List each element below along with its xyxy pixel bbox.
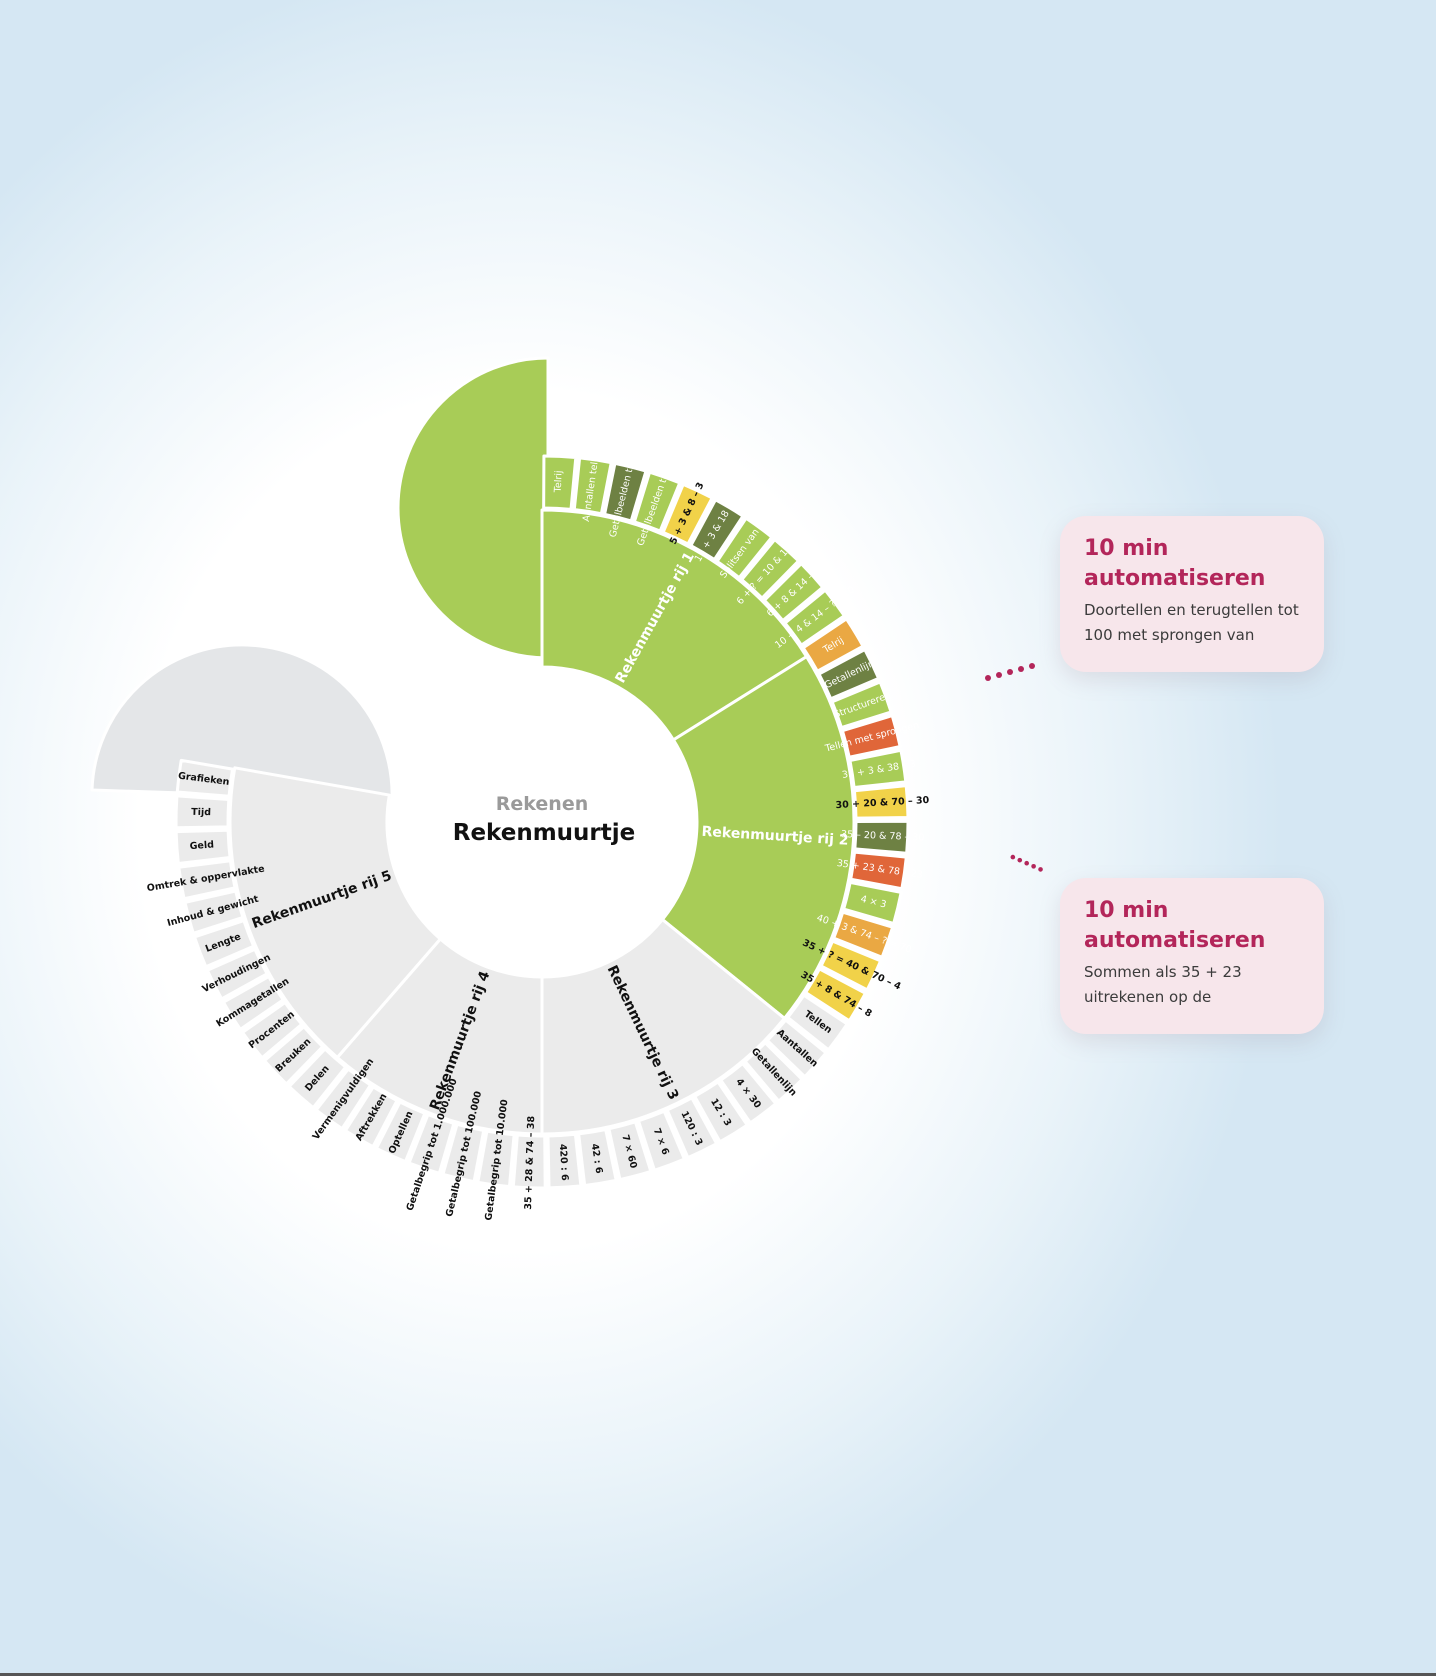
outer-segment-5-3-8-3[interactable] (661, 482, 714, 546)
outer-segment-getallenlijn[interactable] (817, 648, 881, 701)
outer-segment-35-28-74-38[interactable] (511, 1133, 547, 1190)
outer-ring (174, 454, 910, 1190)
connector-dots-1 (985, 663, 1035, 681)
outer-segment-label: 42 : 6 (589, 1143, 605, 1175)
outer-segment-label: 420 : 6 (557, 1144, 570, 1182)
inner-segment-rekenmuurtje-rij-4[interactable] (335, 937, 544, 1136)
outer-segment-getalbegrip-tot-1-000-000[interactable] (407, 1113, 456, 1175)
callout-automatiseren-1[interactable]: 10 min automatiseren Doortellen en terug… (1060, 516, 1324, 672)
outer-segment-structureren[interactable] (830, 680, 893, 730)
outer-segment-tellen[interactable] (786, 993, 849, 1052)
callout-title: 10 min automatiseren (1084, 536, 1266, 591)
outer-segment-aantallen-tellen[interactable] (572, 456, 613, 516)
outer-segment-6-10-10-4[interactable] (740, 538, 801, 600)
outer-segment-telrij[interactable] (542, 454, 578, 511)
outer-segment-label: 35 – 20 & 78 – 30 (841, 829, 925, 843)
outer-segment-delen[interactable] (287, 1047, 348, 1110)
callout-title: 10 min automatiseren (1084, 898, 1266, 953)
outer-segment-breuken[interactable] (263, 1025, 325, 1086)
outer-segment-12-3[interactable] (693, 1080, 749, 1144)
center-title: Rekenmuurtje (453, 820, 636, 846)
outer-segment-aantallen[interactable] (765, 1018, 828, 1079)
inner-segment-rekenmuurtje-rij-2[interactable] (660, 655, 856, 1020)
outer-segment-35-8-74-8[interactable] (804, 967, 867, 1023)
outer-segment-kommagetallen[interactable] (221, 975, 285, 1031)
bottom-border (0, 1673, 1436, 1676)
outer-segment-tellen-met-sprongen[interactable] (840, 714, 902, 759)
left-semicircle-segment[interactable] (90, 643, 394, 802)
outer-segment-40-3-74-70[interactable] (832, 910, 895, 959)
outer-segment-35-20-78-30[interactable] (853, 819, 910, 855)
outer-segment-procenten[interactable] (241, 1001, 304, 1060)
outer-segment-15-3-18-3[interactable] (689, 498, 745, 562)
outer-segment-35-40-70-4[interactable] (819, 939, 883, 992)
outer-segment-vermenigvuldigen[interactable] (314, 1067, 373, 1131)
outer-segment-lengte[interactable] (193, 919, 256, 969)
outer-segment-10-4-14-10[interactable] (783, 588, 846, 647)
outer-segment-6-8-14-8[interactable] (762, 562, 825, 623)
outer-segment-7-60[interactable] (607, 1120, 653, 1182)
outer-segment-label: 35 + 28 & 74 – 38 (523, 1115, 537, 1209)
outer-segment-120-3[interactable] (665, 1096, 719, 1160)
callout-text: Doortellen en terugtellen tot 100 met sp… (1084, 601, 1299, 644)
outer-segment-4-30[interactable] (719, 1062, 778, 1125)
connector-dots-2 (1010, 854, 1043, 872)
top-level-segments (90, 356, 550, 802)
center-subtitle: Rekenen (496, 793, 588, 815)
outer-segment-aftrekken[interactable] (343, 1085, 399, 1149)
inner-segment-rekenmuurtje-rij-3[interactable] (540, 918, 786, 1136)
inner-ring (228, 508, 856, 1136)
outer-segment-4-3[interactable] (842, 880, 903, 925)
outer-segment-getalbegrip-tot-10-000[interactable] (476, 1129, 516, 1189)
outer-segment-30-20-70-30[interactable] (852, 784, 910, 820)
outer-segment-getallenlijn[interactable] (743, 1041, 804, 1103)
outer-segment-optellen[interactable] (374, 1100, 427, 1164)
outer-segment-verhoudingen[interactable] (205, 947, 269, 1001)
outer-segment-35-23-78-23[interactable] (849, 850, 908, 891)
outer-segment-getalbegrip-tot-100-000[interactable] (441, 1122, 486, 1184)
outer-segment-label: Telrij (553, 470, 565, 493)
inner-segment-rekenmuurtje-rij-5[interactable] (228, 766, 442, 1059)
outer-segment-getalbeelden-tot-10[interactable] (603, 461, 648, 523)
outer-segment-7-6[interactable] (637, 1109, 686, 1172)
outer-segment-telrij[interactable] (801, 617, 865, 673)
outer-segment-tijd[interactable] (174, 794, 231, 830)
outer-segment-inhoud-gewicht[interactable] (183, 889, 245, 935)
callout-automatiseren-2[interactable]: 10 min automatiseren Sommen als 35 + 23 … (1060, 878, 1324, 1034)
outer-segment-grafieken[interactable] (175, 758, 234, 798)
outer-segment-getalbeelden-tot-20[interactable] (632, 470, 682, 533)
outer-segment-420-6[interactable] (546, 1132, 583, 1190)
outer-segment-geld[interactable] (174, 828, 232, 865)
outer-segment-label: 30 + 20 & 70 – 30 (835, 795, 930, 811)
outer-segment-label: Geld (189, 839, 214, 852)
outer-segment-splitsen-van-10[interactable] (715, 516, 774, 580)
top-semicircle-segment[interactable] (396, 356, 550, 660)
callout-text: Sommen als 35 + 23 uitrekenen op de (1084, 963, 1242, 1006)
outer-segment-35-3-38-3[interactable] (848, 748, 908, 790)
outer-segment-label: Tijd (191, 807, 211, 819)
outer-segment-omtrek-oppervlakte[interactable] (177, 859, 237, 901)
outer-segment-42-6[interactable] (577, 1127, 618, 1187)
inner-segment-rekenmuurtje-rij-1[interactable] (540, 508, 809, 742)
